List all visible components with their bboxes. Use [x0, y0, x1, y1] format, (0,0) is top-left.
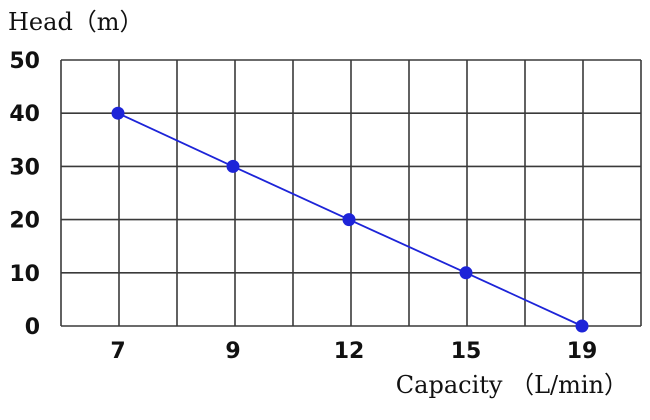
grid-layer: [60, 59, 642, 327]
x-tick-label: 15: [451, 339, 482, 364]
x-tick-label: 9: [225, 339, 240, 364]
x-tick-label: 19: [567, 339, 598, 364]
tick-layer: 0 10 20 30 40 50 7 9 12 15 19: [9, 49, 597, 364]
x-tick-label: 12: [334, 339, 365, 364]
y-tick-label: 30: [9, 155, 40, 180]
y-tick-label: 40: [9, 102, 40, 127]
y-tick-label: 20: [9, 209, 40, 234]
data-point: [459, 266, 473, 280]
data-point: [111, 106, 125, 120]
data-point: [342, 213, 356, 227]
x-axis-title: Capacity （L/min）: [396, 371, 628, 399]
y-tick-label: 0: [25, 315, 40, 340]
data-point: [226, 159, 240, 173]
series-layer: [111, 106, 589, 333]
data-point: [575, 319, 589, 333]
y-axis-title: Head（m）: [8, 8, 144, 36]
y-tick-label: 10: [9, 262, 40, 287]
y-tick-label: 50: [9, 49, 40, 74]
x-tick-label: 7: [110, 339, 125, 364]
